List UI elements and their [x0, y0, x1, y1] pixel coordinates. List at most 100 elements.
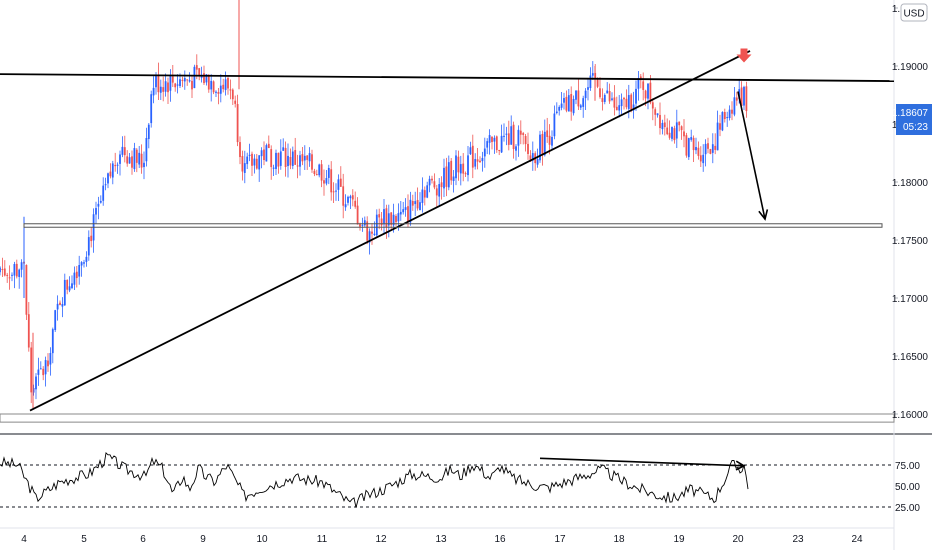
candle-body[interactable]: [30, 347, 33, 393]
candle-body[interactable]: [407, 206, 409, 223]
candle-body[interactable]: [219, 85, 222, 94]
candle-body[interactable]: [531, 153, 534, 161]
rsi-line[interactable]: [0, 451, 749, 508]
candle-body[interactable]: [587, 87, 589, 90]
candle-body[interactable]: [721, 112, 724, 131]
candle-body[interactable]: [162, 87, 165, 92]
candle-body[interactable]: [654, 109, 657, 115]
candle-body[interactable]: [692, 137, 695, 151]
candle-body[interactable]: [591, 73, 594, 76]
candle-body[interactable]: [243, 163, 246, 173]
candle-body[interactable]: [296, 165, 299, 167]
candle-body[interactable]: [421, 189, 424, 203]
candle-body[interactable]: [519, 130, 522, 135]
candle-body[interactable]: [301, 154, 304, 162]
candle-body[interactable]: [186, 79, 189, 81]
candle-body[interactable]: [373, 233, 376, 235]
candle-body[interactable]: [517, 129, 520, 146]
candle-body[interactable]: [435, 188, 438, 196]
candle-body[interactable]: [627, 95, 630, 109]
candle-body[interactable]: [438, 184, 441, 197]
candle-body[interactable]: [308, 153, 311, 162]
candle-body[interactable]: [378, 214, 381, 218]
candle-body[interactable]: [241, 156, 244, 172]
candle-body[interactable]: [440, 182, 443, 188]
candle-body[interactable]: [267, 143, 270, 149]
support-zone[interactable]: [23, 223, 883, 228]
rsi-divergence-line[interactable]: [539, 457, 745, 467]
candle-body[interactable]: [354, 200, 357, 207]
candle-body[interactable]: [59, 302, 61, 305]
candle-body[interactable]: [462, 163, 465, 174]
candle-body[interactable]: [80, 262, 83, 266]
candle-body[interactable]: [541, 134, 544, 156]
candle-body[interactable]: [277, 152, 280, 167]
candle-body[interactable]: [553, 113, 556, 137]
candle-body[interactable]: [351, 195, 354, 200]
candle-body[interactable]: [423, 190, 426, 198]
candle-body[interactable]: [15, 263, 18, 277]
candle-body[interactable]: [719, 123, 721, 130]
candle-body[interactable]: [488, 135, 491, 143]
candle-body[interactable]: [431, 178, 433, 181]
candle-body[interactable]: [44, 360, 47, 375]
candle-body[interactable]: [3, 268, 6, 276]
candle-body[interactable]: [495, 136, 498, 151]
candle-body[interactable]: [342, 186, 345, 206]
candle-body[interactable]: [385, 208, 388, 228]
candle-body[interactable]: [731, 109, 733, 114]
candle-body[interactable]: [623, 97, 625, 100]
candle-body[interactable]: [119, 154, 121, 164]
candle-body[interactable]: [567, 95, 570, 112]
candle-body[interactable]: [73, 272, 76, 285]
candle-body[interactable]: [409, 199, 412, 223]
candle-body[interactable]: [207, 74, 210, 90]
candle-body[interactable]: [527, 143, 529, 154]
candle-body[interactable]: [116, 164, 119, 166]
candle-body[interactable]: [452, 176, 455, 181]
candle-body[interactable]: [174, 83, 177, 88]
candle-body[interactable]: [239, 142, 241, 158]
candle-body[interactable]: [90, 235, 93, 242]
candle-body[interactable]: [371, 231, 373, 234]
candle-body[interactable]: [356, 205, 359, 225]
candle-body[interactable]: [111, 163, 114, 178]
candle-body[interactable]: [635, 88, 637, 104]
candle-body[interactable]: [164, 81, 167, 92]
candle-body[interactable]: [666, 127, 669, 135]
candle-body[interactable]: [11, 274, 13, 276]
candle-body[interactable]: [656, 113, 659, 116]
candle-body[interactable]: [193, 66, 196, 89]
candle-body[interactable]: [663, 122, 666, 128]
candle-body[interactable]: [455, 155, 457, 179]
candle-body[interactable]: [8, 277, 11, 279]
candle-body[interactable]: [733, 97, 736, 115]
candle-body[interactable]: [205, 74, 208, 83]
candle-body[interactable]: [649, 82, 652, 103]
candle-body[interactable]: [349, 196, 352, 199]
candle-body[interactable]: [558, 106, 561, 111]
candle-body[interactable]: [445, 166, 448, 187]
candle-body[interactable]: [263, 149, 265, 161]
candle-body[interactable]: [83, 262, 85, 264]
candle-body[interactable]: [311, 154, 313, 170]
candle-body[interactable]: [493, 137, 496, 142]
candle-body[interactable]: [709, 149, 712, 154]
candle-body[interactable]: [450, 160, 453, 181]
candle-body[interactable]: [675, 122, 678, 139]
candle-body[interactable]: [707, 143, 709, 149]
candle-body[interactable]: [339, 178, 342, 187]
candle-body[interactable]: [625, 98, 628, 108]
candle-body[interactable]: [524, 135, 527, 145]
candle-body[interactable]: [265, 145, 268, 162]
candle-body[interactable]: [183, 77, 186, 82]
candle-body[interactable]: [97, 203, 100, 207]
candle-body[interactable]: [668, 132, 671, 138]
candle-body[interactable]: [685, 135, 688, 156]
candle-body[interactable]: [599, 88, 601, 98]
candle-body[interactable]: [215, 91, 217, 93]
candle-body[interactable]: [680, 126, 683, 131]
candle-body[interactable]: [275, 152, 277, 169]
candle-body[interactable]: [126, 156, 129, 164]
candle-body[interactable]: [35, 376, 37, 390]
